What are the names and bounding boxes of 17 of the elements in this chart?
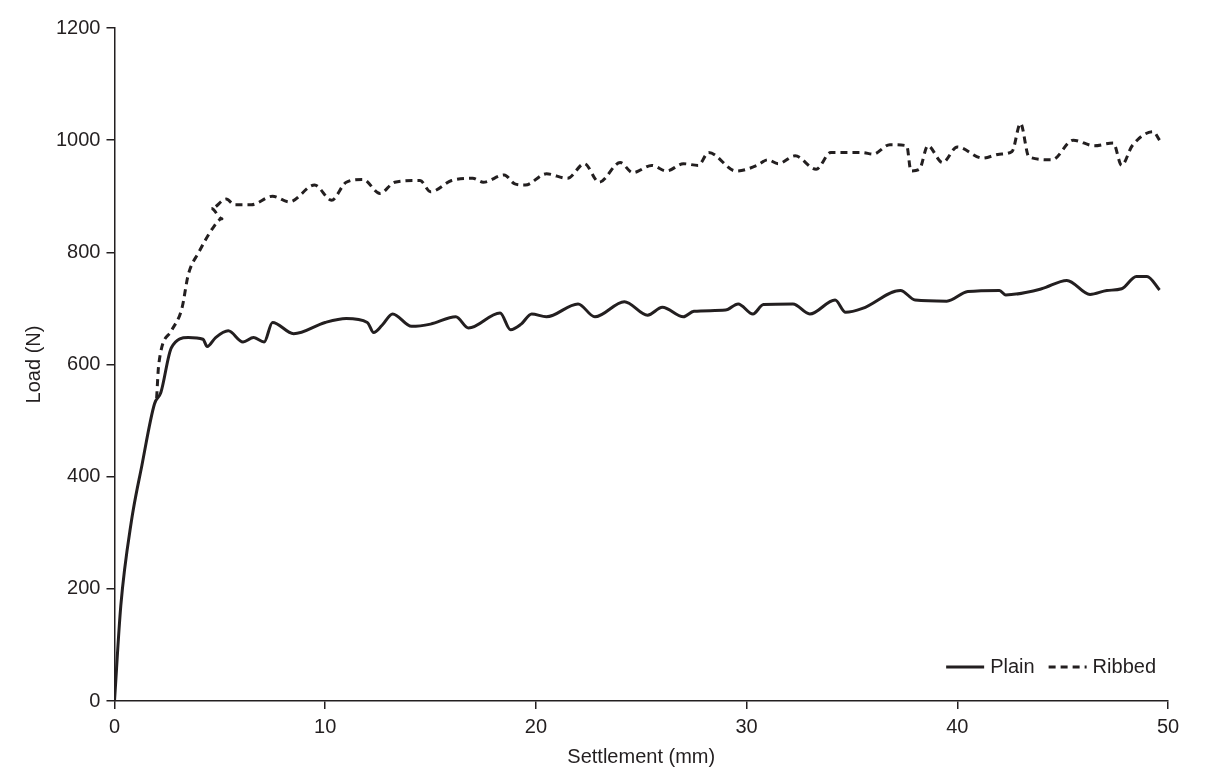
y-tick-label: 600 [67, 352, 101, 375]
y-tick-label: 200 [67, 576, 101, 599]
x-tick-label: 40 [946, 714, 969, 737]
y-tick-label: 1200 [55, 15, 101, 38]
legend-label: Plain [990, 654, 1035, 677]
x-tick-label: 30 [735, 714, 758, 737]
y-axis-title: Load (N) [21, 325, 44, 404]
y-tick-label: 0 [89, 688, 101, 711]
legend-label: Ribbed [1092, 654, 1157, 677]
x-tick-label: 10 [314, 714, 337, 737]
y-tick-label: 400 [67, 464, 101, 487]
y-tick-label: 1000 [55, 127, 101, 150]
y-tick-label: 800 [67, 239, 101, 262]
x-axis-title: Settlement (mm) [567, 744, 716, 767]
x-tick-label: 50 [1156, 714, 1180, 737]
x-tick-label: 20 [524, 714, 548, 737]
x-tick-label: 0 [108, 714, 121, 737]
